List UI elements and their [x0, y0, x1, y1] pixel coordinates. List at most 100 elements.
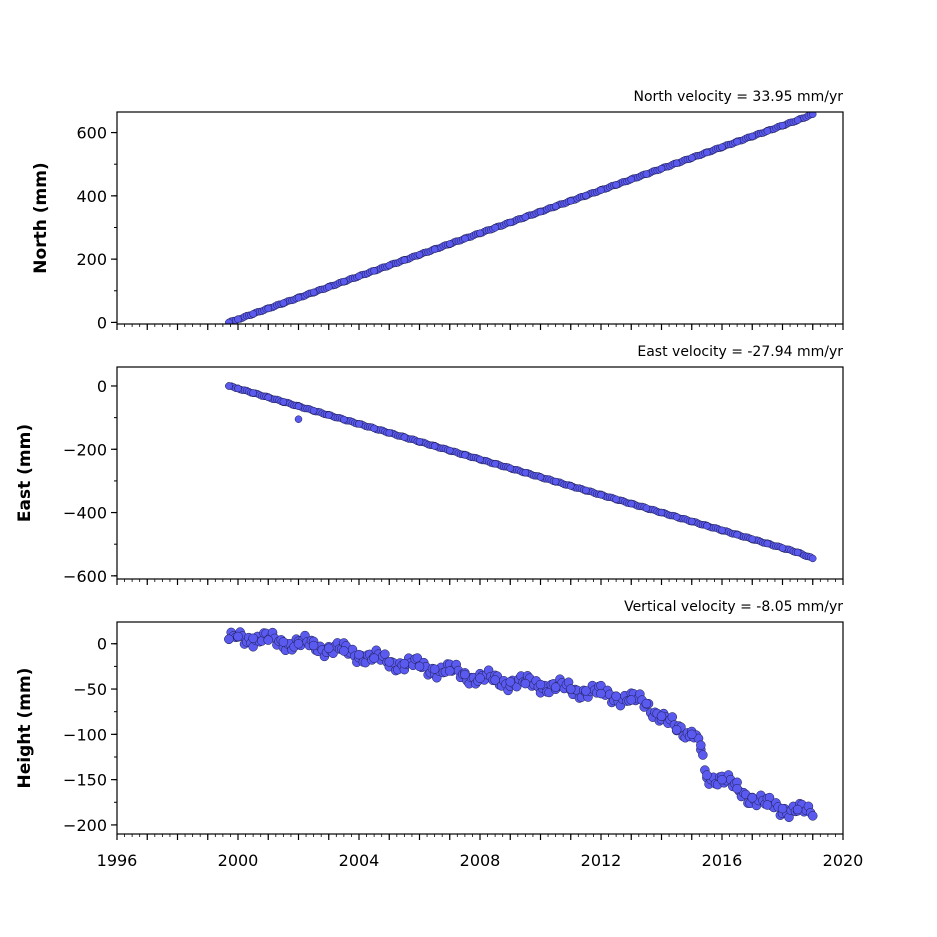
data-point [279, 398, 288, 406]
data-point [340, 277, 348, 286]
data-point [536, 207, 545, 216]
data-point [520, 678, 531, 689]
data-point [582, 191, 590, 200]
data-point [657, 508, 666, 517]
data-point [718, 143, 726, 151]
data-point [249, 310, 257, 318]
data-point [732, 783, 742, 794]
data-point [747, 793, 757, 803]
data-point [430, 245, 439, 254]
data-point [521, 213, 530, 221]
data-point [340, 415, 348, 424]
data-point [777, 803, 788, 814]
data-point [808, 811, 818, 821]
data-point [596, 688, 606, 699]
data-point [612, 181, 620, 189]
data-point [325, 283, 333, 291]
data-point [535, 679, 546, 690]
data-point [566, 684, 576, 694]
east-y-axis-label: East (mm) [15, 424, 35, 522]
y-tick-label: 0 [97, 313, 107, 332]
data-point [642, 170, 651, 178]
x-tick-label: 2000 [218, 851, 259, 870]
data-point [567, 482, 575, 490]
height-panel-title: Vertical velocity = -8.05 mm/yr [624, 599, 843, 615]
y-tick-label: 600 [76, 124, 107, 143]
data-point [702, 770, 712, 780]
data-point [264, 304, 272, 313]
data-point [672, 159, 681, 168]
data-point [370, 267, 378, 275]
height-points [224, 627, 818, 823]
data-point [762, 800, 773, 810]
north-points [225, 112, 817, 324]
data-point [233, 631, 243, 642]
east-panel: 0 −200 −400 −600 East velocity = -27.94 mm/y… [15, 344, 844, 586]
height-y-axis-label: Height (mm) [15, 668, 35, 789]
data-point [429, 664, 440, 674]
data-point [809, 554, 817, 563]
data-point [491, 460, 499, 468]
data-point [461, 234, 469, 243]
data-point [384, 657, 394, 667]
data-point [733, 137, 741, 146]
data-point [248, 633, 258, 644]
data-point [415, 437, 424, 446]
north-panel-title: North velocity = 33.95 mm/yr [633, 89, 843, 105]
data-point [582, 486, 590, 495]
x-tick-label: 2012 [581, 851, 622, 870]
data-point [445, 666, 455, 676]
data-point [309, 406, 318, 415]
data-point [249, 389, 257, 397]
data-point [688, 517, 696, 526]
data-point [667, 712, 678, 722]
x-tick-label: 2008 [460, 851, 501, 870]
data-point [234, 384, 242, 393]
data-point [339, 646, 349, 656]
data-point [656, 711, 667, 721]
data-point [793, 548, 802, 557]
data-point [415, 250, 424, 259]
height-panel: 0 −50 −100 −150 −200 1996 2000 2004 2008 2012 2016… [15, 599, 863, 870]
data-point [551, 477, 560, 486]
data-point [225, 382, 233, 390]
data-point [687, 729, 697, 740]
data-point [748, 132, 756, 141]
data-point [293, 638, 304, 649]
y-tick-label: −50 [73, 680, 107, 699]
data-point [627, 175, 635, 184]
data-point [696, 740, 706, 750]
data-point [597, 491, 605, 499]
data-point [698, 750, 708, 760]
data-point [536, 473, 545, 481]
data-point [688, 154, 696, 162]
data-point [461, 451, 469, 459]
data-point [703, 522, 711, 530]
north-panel: 0 200 400 600 North velocity = 33.95 mm/yr No… [31, 89, 844, 332]
x-tick-label: 1996 [97, 851, 138, 870]
data-point [718, 526, 726, 535]
data-point [224, 634, 234, 644]
x-tick-label: 2016 [702, 851, 743, 870]
y-tick-label: 0 [97, 377, 107, 396]
x-tick-label: 2004 [339, 851, 380, 870]
y-tick-label: −400 [63, 504, 107, 523]
data-point [506, 218, 514, 227]
data-point [642, 504, 651, 512]
data-point [225, 318, 233, 324]
data-point [611, 691, 621, 702]
data-point [294, 415, 303, 423]
data-point [641, 698, 652, 709]
data-point [370, 424, 378, 433]
data-point [506, 464, 514, 472]
data-point [414, 661, 425, 672]
data-point [778, 544, 787, 552]
data-point [294, 402, 303, 410]
data-point [278, 637, 289, 647]
data-point [551, 202, 560, 211]
data-point [234, 315, 242, 323]
data-point [627, 499, 635, 508]
y-tick-label: −600 [63, 567, 107, 586]
data-point [581, 686, 591, 696]
